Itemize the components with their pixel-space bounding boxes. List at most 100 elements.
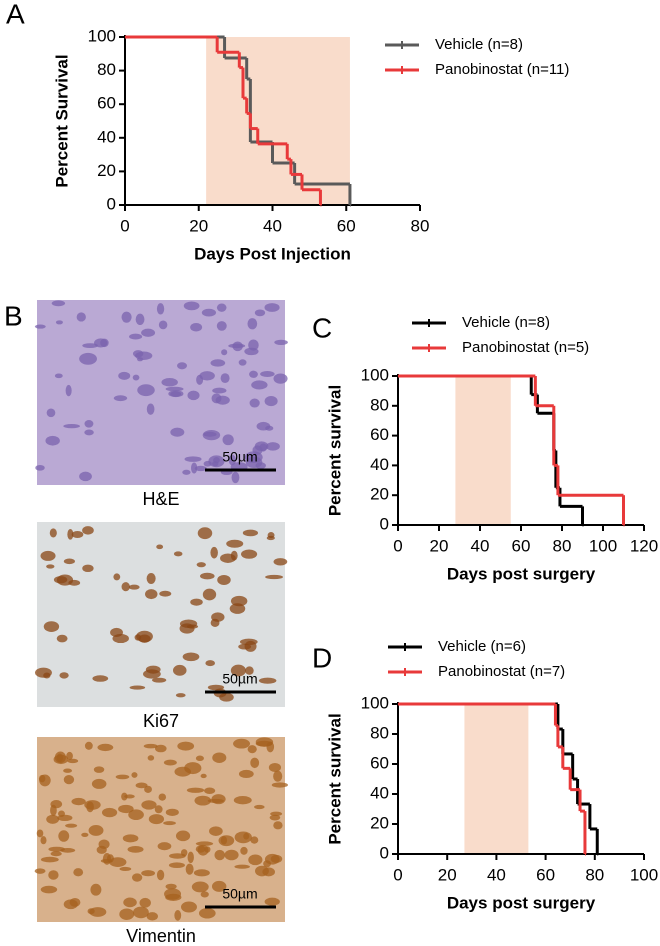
- cell: [240, 846, 248, 855]
- cell: [79, 352, 97, 365]
- y-tick-label: 100: [361, 365, 389, 384]
- cell: [190, 598, 203, 606]
- cell: [195, 755, 204, 762]
- y-axis-label: Percent survival: [325, 713, 344, 844]
- cell: [87, 908, 95, 915]
- cell: [119, 866, 132, 872]
- cell: [268, 762, 282, 772]
- cell: [258, 677, 277, 684]
- cell: [135, 313, 145, 326]
- y-tick-label: 20: [370, 813, 389, 832]
- cell: [134, 634, 142, 641]
- cell: [200, 572, 215, 580]
- cell: [113, 573, 121, 581]
- cell: [175, 693, 186, 698]
- cell: [180, 849, 188, 857]
- x-axis-label: Days post surgery: [447, 893, 596, 912]
- cell: [132, 374, 140, 381]
- x-tick-label: 60: [512, 536, 531, 555]
- cell: [69, 898, 81, 907]
- legend-label: Vehicle (n=8): [435, 36, 523, 53]
- cell: [182, 469, 191, 475]
- cell: [186, 624, 199, 629]
- cell: [97, 743, 114, 752]
- cell: [165, 386, 184, 392]
- cell: [234, 831, 252, 844]
- cell: [265, 574, 284, 580]
- y-tick-label: 40: [370, 455, 389, 474]
- x-tick-label: 0: [393, 865, 402, 884]
- cell: [131, 873, 143, 882]
- cell: [141, 328, 156, 337]
- cell: [39, 774, 51, 787]
- cell: [129, 333, 143, 340]
- cell: [233, 738, 251, 749]
- cell: [247, 318, 258, 330]
- legend-label: Vehicle (n=8): [462, 314, 550, 331]
- scale-bar-label: 50µm: [222, 449, 257, 465]
- cell: [40, 550, 56, 561]
- cell: [182, 652, 200, 662]
- y-tick-label: 40: [97, 127, 116, 146]
- cell: [158, 320, 168, 330]
- cell: [156, 303, 165, 315]
- y-tick-label: 60: [97, 94, 116, 113]
- cell: [137, 384, 155, 397]
- cell: [195, 845, 206, 853]
- cell: [238, 643, 252, 650]
- cell: [270, 854, 283, 863]
- y-tick-label: 80: [97, 60, 116, 79]
- cell: [73, 868, 84, 877]
- y-tick-label: 100: [361, 693, 389, 712]
- cell: [163, 759, 177, 766]
- cell: [264, 395, 278, 407]
- cell: [141, 870, 155, 877]
- cell: [88, 824, 104, 836]
- cell: [205, 660, 215, 667]
- cell: [228, 454, 236, 466]
- cell: [34, 868, 46, 874]
- cell: [211, 612, 225, 622]
- cell: [274, 339, 288, 345]
- cell: [128, 809, 144, 820]
- y-tick-label: 60: [370, 425, 389, 444]
- cell: [132, 350, 144, 358]
- cell: [90, 883, 102, 896]
- panel-label: B: [4, 300, 23, 331]
- cell: [241, 549, 258, 559]
- cell: [45, 435, 60, 446]
- cell: [242, 529, 259, 537]
- cell: [234, 864, 250, 869]
- cell: [168, 390, 184, 398]
- x-tick-label: 100: [589, 536, 617, 555]
- cell: [79, 471, 92, 482]
- x-tick-label: 80: [411, 216, 430, 235]
- x-tick-label: 60: [337, 216, 356, 235]
- cell: [210, 359, 226, 367]
- cell: [118, 804, 134, 814]
- cell: [156, 544, 164, 550]
- cell: [217, 574, 231, 585]
- cell: [216, 303, 227, 312]
- cell: [50, 804, 57, 816]
- legend-label: Panobinostat (n=7): [438, 663, 565, 680]
- y-tick-label: 40: [370, 783, 389, 802]
- cell: [180, 901, 197, 913]
- cell: [115, 774, 130, 780]
- x-tick-label: 100: [630, 865, 658, 884]
- cell: [264, 897, 280, 906]
- legend-label: Panobinostat (n=5): [462, 339, 589, 356]
- cell: [63, 775, 75, 785]
- cell: [187, 390, 200, 401]
- cell: [216, 321, 227, 331]
- histology-image: [37, 737, 285, 922]
- treatment-window: [455, 376, 511, 525]
- cell: [145, 589, 158, 600]
- cell: [186, 787, 205, 793]
- cell: [266, 741, 275, 753]
- x-tick-label: 0: [393, 536, 402, 555]
- cell: [200, 773, 207, 779]
- cell: [264, 303, 280, 312]
- cell: [185, 863, 194, 875]
- x-tick-label: 20: [430, 536, 449, 555]
